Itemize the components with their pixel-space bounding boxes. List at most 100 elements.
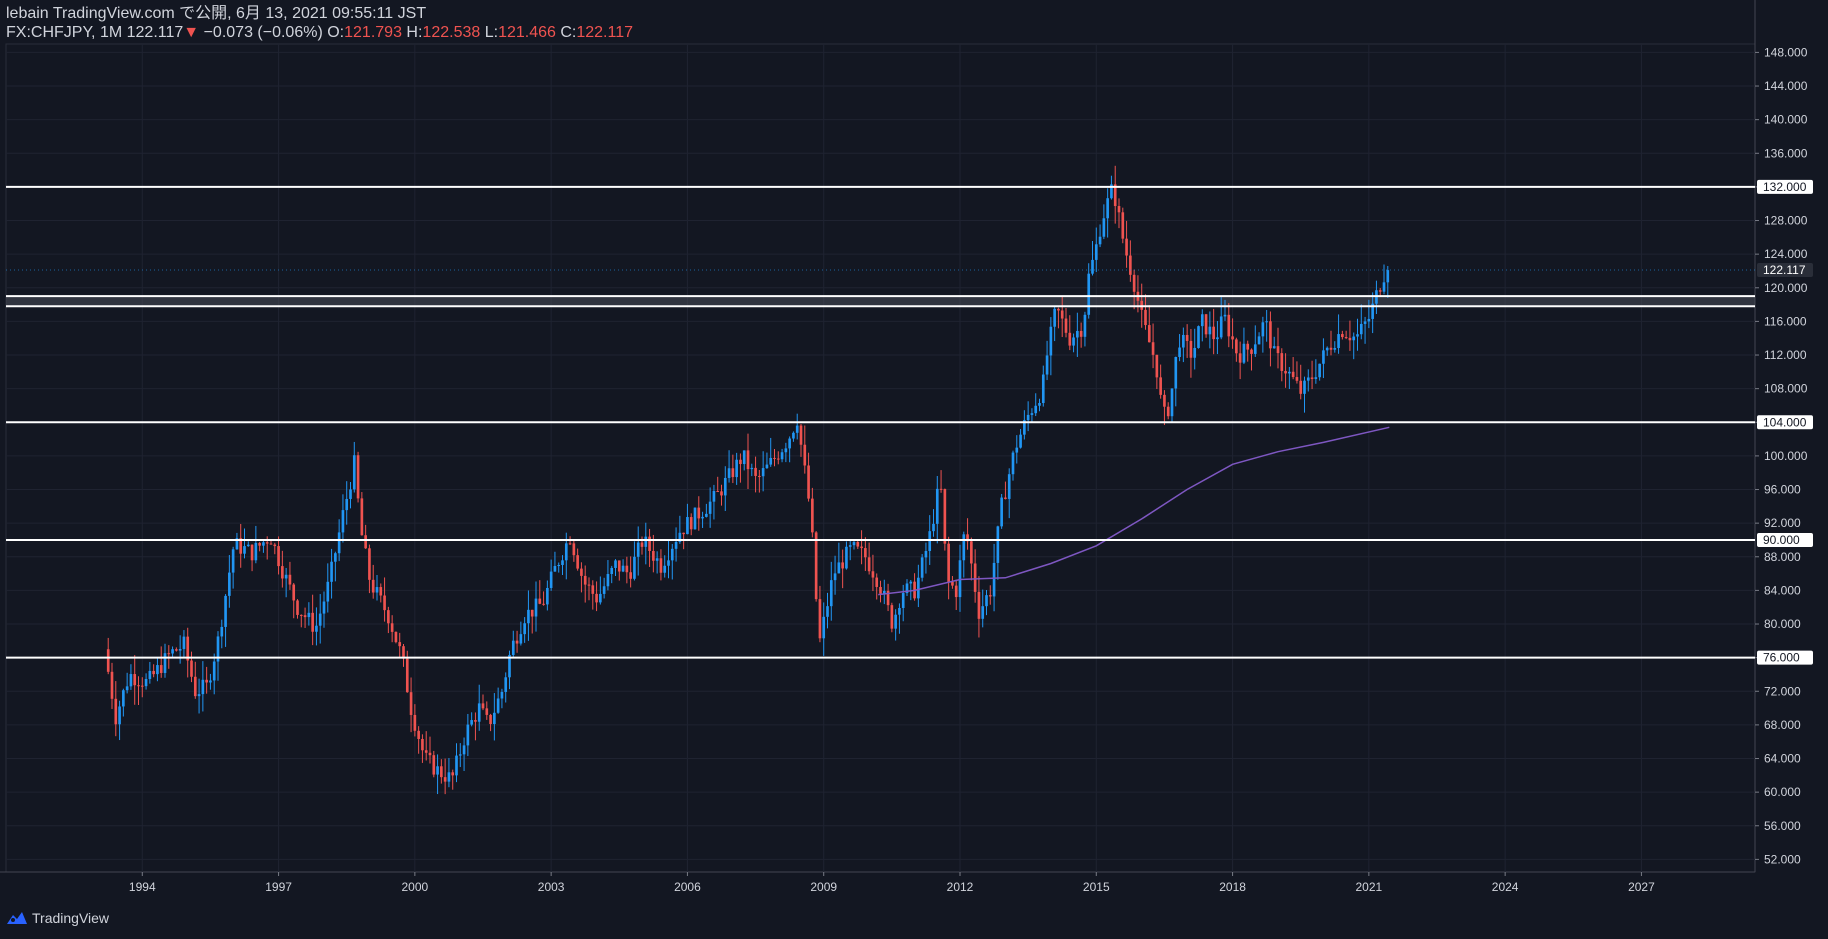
candle-body — [697, 507, 701, 519]
candle-body — [159, 665, 163, 673]
candle-body — [553, 566, 557, 572]
horizontal-levels[interactable] — [6, 185, 1755, 659]
candle-body — [1295, 377, 1299, 381]
candle-body — [110, 671, 114, 699]
candle-body — [1166, 406, 1170, 417]
candle-body — [795, 425, 799, 433]
candle-body — [546, 587, 549, 605]
candle-body — [568, 543, 572, 545]
candle-body — [966, 534, 969, 542]
candle-body — [1306, 377, 1310, 381]
candle-body — [644, 536, 648, 547]
candle-body — [1329, 347, 1333, 350]
candle-body — [440, 766, 443, 778]
candle-body — [1057, 308, 1060, 311]
candle-body — [421, 738, 424, 751]
candle-body — [364, 535, 367, 549]
candle-body — [413, 714, 417, 731]
candle-body — [1094, 244, 1098, 260]
candle-body — [1325, 347, 1329, 351]
price-tick-label: 120.000 — [1764, 281, 1808, 295]
candle-body — [515, 640, 519, 644]
candle-body — [284, 574, 288, 579]
candle-body — [602, 586, 606, 594]
candle-body — [663, 565, 667, 573]
candle-body — [678, 532, 682, 542]
candle-body — [935, 488, 939, 524]
candle-body — [299, 614, 303, 616]
candle-body — [1121, 212, 1125, 239]
price-tick-label: 52.000 — [1764, 852, 1801, 866]
candle-body — [818, 599, 822, 639]
candle-body — [228, 572, 231, 596]
candle-body — [269, 543, 273, 545]
candle-body — [318, 613, 322, 626]
candle-body — [118, 706, 121, 725]
candle-body — [129, 674, 133, 687]
candle-body — [875, 577, 879, 587]
candle-body — [1212, 326, 1215, 340]
candle-body — [629, 572, 632, 579]
candle-body — [1007, 474, 1011, 499]
ohlc-line: FX:CHFJPY, 1M 122.117▼ −0.073 (−0.06%) O… — [6, 23, 633, 42]
candle-body — [447, 772, 451, 782]
candle-body — [1174, 356, 1178, 389]
time-tick-label: 1994 — [129, 880, 156, 894]
candle-body — [1041, 374, 1045, 404]
candle-body — [682, 532, 685, 535]
candle-body — [761, 468, 765, 477]
close-value: 122.117 — [576, 24, 634, 41]
candle-body — [599, 593, 602, 603]
candle-body — [511, 640, 515, 655]
candle-body — [1026, 414, 1030, 421]
candle-body — [148, 670, 152, 679]
price-tick-label: 124.000 — [1764, 247, 1808, 261]
candle-body — [334, 553, 337, 562]
candle-body — [156, 665, 159, 675]
candle-body — [705, 513, 708, 517]
candle-body — [1200, 314, 1204, 327]
candle-body — [701, 516, 704, 519]
candle-body — [1261, 322, 1265, 337]
price-tick-label: 100.000 — [1764, 449, 1808, 463]
candle-body — [1038, 403, 1041, 406]
level-label-bg — [1757, 415, 1813, 430]
low-value: 121.466 — [498, 24, 556, 41]
candle-body — [1193, 347, 1197, 358]
candle-body — [538, 598, 542, 604]
candle-body — [1170, 388, 1174, 417]
candle-body — [356, 455, 360, 499]
candle-body — [1272, 346, 1276, 349]
candle-body — [311, 612, 314, 632]
price-tick-label: 92.000 — [1764, 516, 1801, 530]
change-value: −0.073 (−0.06%) — [203, 24, 323, 41]
candle-body — [720, 491, 723, 496]
candle-body — [901, 593, 905, 608]
candle-body — [932, 523, 935, 532]
candle-body — [1076, 330, 1079, 338]
candle-body — [954, 585, 958, 598]
candle-body — [1189, 340, 1193, 358]
candle-body — [1318, 363, 1321, 378]
candle-body — [1299, 380, 1303, 394]
time-axis[interactable]: 1994 1997 2000 2003 2006 2009 2012 2015 2018 2021… — [129, 872, 1655, 894]
price-tick-label: 148.000 — [1764, 45, 1808, 59]
candle-body — [432, 755, 436, 775]
candle-body — [307, 612, 311, 618]
candle-body — [371, 579, 375, 593]
time-tick-label: 2012 — [947, 880, 974, 894]
candle-body — [659, 558, 663, 573]
candle-body — [390, 623, 394, 632]
candle-body — [1064, 318, 1068, 333]
price-tick-label: 88.000 — [1764, 550, 1801, 564]
candle-body — [648, 536, 651, 552]
candle-body — [928, 531, 932, 551]
candle-body — [621, 565, 625, 572]
brand-label: TradingView — [32, 910, 110, 926]
price-axis[interactable]: 52.000 56.000 60.000 64.000 68.000 72.000 76.0… — [1755, 45, 1813, 866]
candle-body — [345, 498, 349, 511]
candle-body — [723, 477, 727, 496]
candle-body — [1227, 314, 1231, 337]
candle-body — [1072, 337, 1075, 346]
